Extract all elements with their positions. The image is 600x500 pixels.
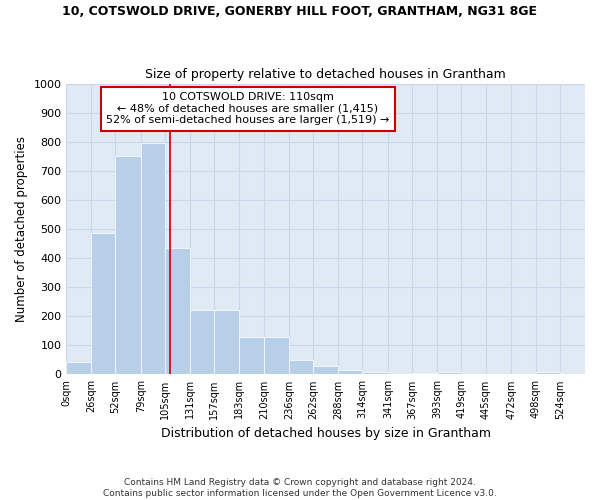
Bar (412, 373, 437, 374)
Bar (338, 370, 362, 374)
Text: 10 COTSWOLD DRIVE: 110sqm
← 48% of detached houses are smaller (1,415)
52% of se: 10 COTSWOLD DRIVE: 110sqm ← 48% of detac… (106, 92, 389, 126)
Bar (214, 310, 239, 374)
Bar (91, 234, 115, 374)
Bar (289, 360, 313, 374)
Bar (536, 372, 560, 374)
Bar (265, 337, 289, 374)
Bar (190, 310, 214, 374)
Bar (67, 362, 91, 374)
Bar (313, 366, 338, 374)
Y-axis label: Number of detached properties: Number of detached properties (15, 136, 28, 322)
Text: 10, COTSWOLD DRIVE, GONERBY HILL FOOT, GRANTHAM, NG31 8GE: 10, COTSWOLD DRIVE, GONERBY HILL FOOT, G… (62, 5, 538, 18)
Bar (362, 372, 388, 374)
Bar (141, 143, 166, 374)
Bar (239, 337, 265, 374)
X-axis label: Distribution of detached houses by size in Grantham: Distribution of detached houses by size … (161, 427, 491, 440)
Bar (437, 372, 461, 374)
Text: Contains HM Land Registry data © Crown copyright and database right 2024.
Contai: Contains HM Land Registry data © Crown c… (103, 478, 497, 498)
Title: Size of property relative to detached houses in Grantham: Size of property relative to detached ho… (145, 68, 506, 81)
Bar (166, 248, 190, 374)
Bar (115, 156, 141, 374)
